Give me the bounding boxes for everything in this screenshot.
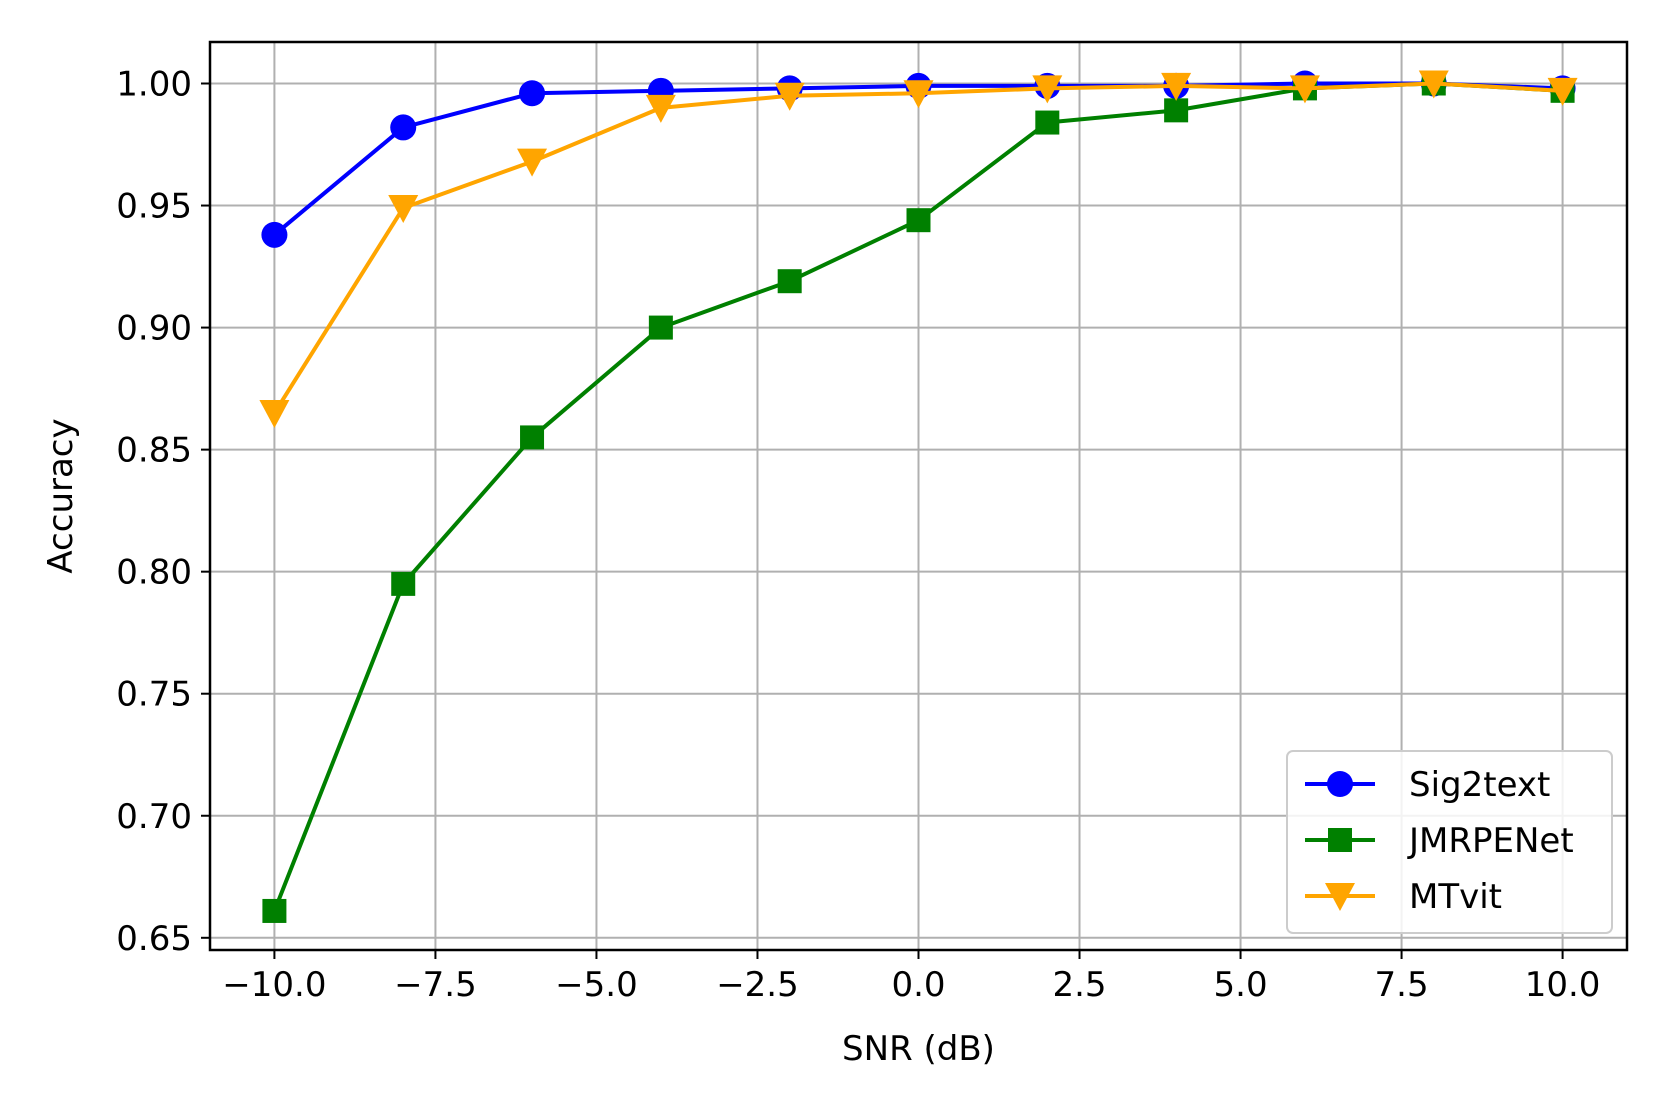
data-point (903, 80, 934, 109)
data-point (1035, 110, 1060, 135)
data-point (906, 208, 931, 233)
x-tick-label: 2.5 (1052, 965, 1106, 1005)
x-tick-label: −2.5 (716, 965, 799, 1005)
legend-label: Sig2text (1409, 765, 1550, 805)
data-point (391, 571, 416, 596)
legend-marker (1328, 828, 1352, 852)
x-tick-label: 10.0 (1525, 965, 1601, 1005)
y-tick-label: 0.95 (116, 187, 192, 227)
y-tick-label: 0.80 (116, 553, 192, 593)
data-point (1418, 70, 1449, 99)
data-point (262, 898, 287, 923)
y-tick-label: 0.65 (116, 919, 192, 959)
x-tick-label: −7.5 (394, 965, 477, 1005)
data-point (261, 221, 288, 248)
legend-box (1286, 750, 1613, 934)
data-point (1547, 77, 1578, 106)
data-point (388, 194, 419, 223)
x-axis-label: SNR (dB) (842, 1029, 995, 1069)
legend-entry: Sig2text (1305, 765, 1550, 805)
data-point (1161, 72, 1192, 101)
x-tick-label: 7.5 (1375, 965, 1429, 1005)
data-point (259, 400, 290, 429)
data-point (520, 425, 545, 450)
x-tick-label: 0.0 (891, 965, 945, 1005)
legend-marker (1325, 883, 1355, 911)
data-point (777, 269, 802, 294)
y-axis-label: Accuracy (41, 418, 81, 573)
y-tick-label: 0.85 (116, 431, 192, 471)
legend-label: MTvit (1409, 877, 1502, 917)
data-point (1164, 98, 1189, 123)
y-tick-label: 0.70 (116, 797, 192, 837)
data-point (519, 80, 546, 107)
data-point (517, 148, 548, 177)
x-tick-label: −10.0 (222, 965, 326, 1005)
data-point (390, 114, 417, 141)
series-mtvit (259, 70, 1578, 429)
legend-entry: JMRPENet (1305, 821, 1574, 861)
data-point (1032, 75, 1063, 104)
x-tick-label: −5.0 (555, 965, 638, 1005)
x-tick-label: 5.0 (1214, 965, 1268, 1005)
data-point (648, 315, 673, 340)
legend-marker (1327, 771, 1353, 797)
y-tick-label: 0.75 (116, 675, 192, 715)
legend-label: JMRPENet (1407, 821, 1574, 861)
series-layer (259, 70, 1578, 923)
legend-entry: MTvit (1305, 877, 1502, 917)
y-tick-label: 1.00 (116, 64, 192, 104)
data-point (774, 82, 805, 111)
y-tick-label: 0.90 (116, 309, 192, 349)
data-point (1289, 75, 1320, 104)
legend: Sig2text JMRPENet MTvit (1286, 750, 1613, 934)
ticks: −10.0 −7.5 −5.0 −2.5 0.0 2.5 5.0 7.5 10.0 0.65 0.7… (116, 64, 1600, 1005)
data-point (645, 94, 676, 123)
